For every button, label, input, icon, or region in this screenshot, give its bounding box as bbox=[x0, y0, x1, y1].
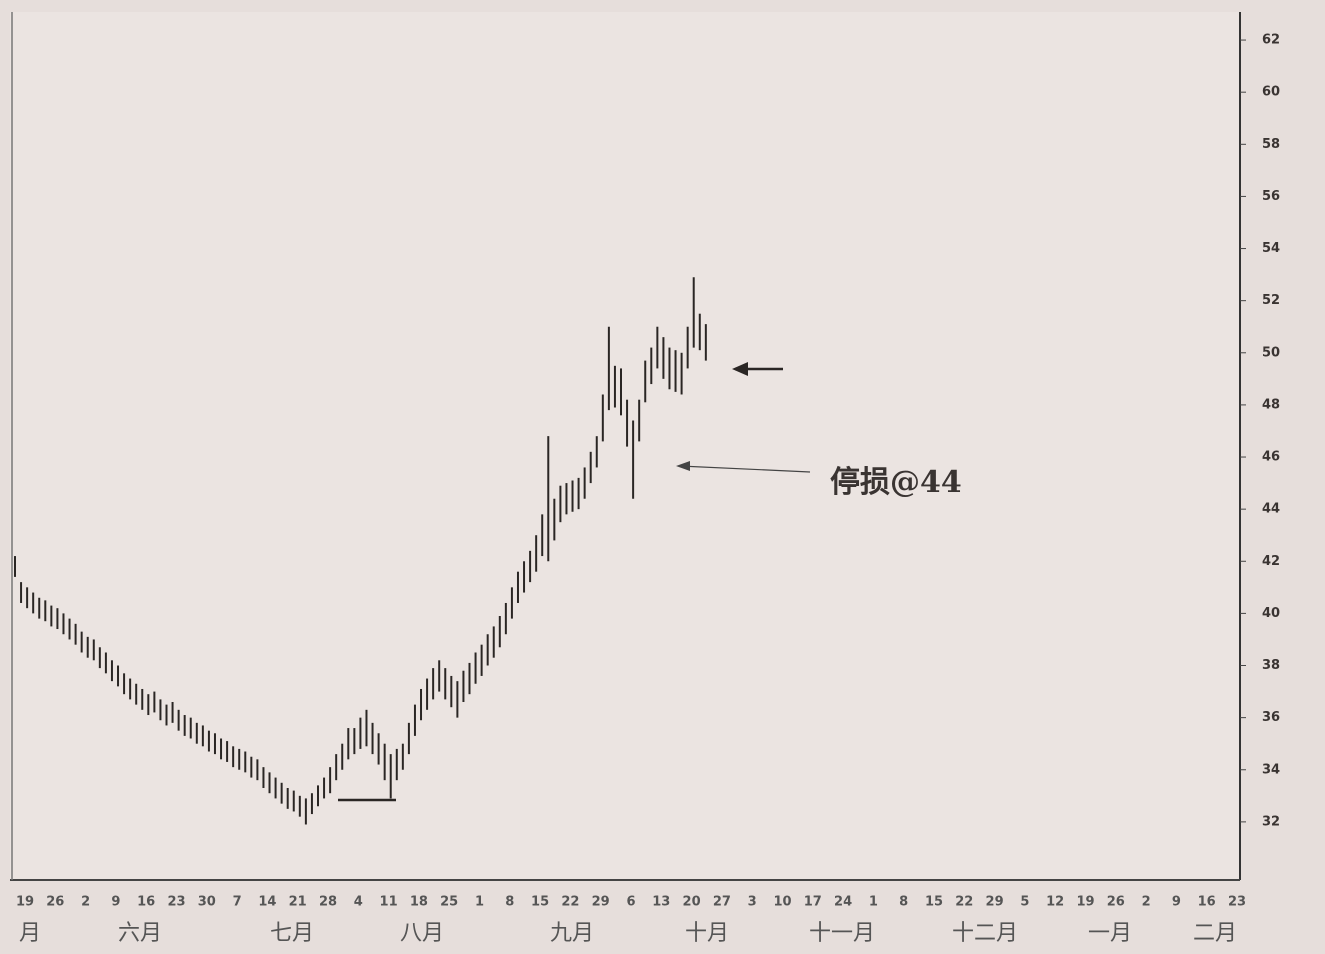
x-week-label: 10 bbox=[773, 895, 791, 910]
x-week-label: 4 bbox=[354, 895, 363, 910]
x-week-label: 15 bbox=[925, 895, 943, 910]
x-week-label: 29 bbox=[592, 895, 610, 910]
x-week-label: 13 bbox=[652, 895, 670, 910]
x-month-label: 六月 bbox=[118, 921, 162, 946]
x-week-label: 1 bbox=[869, 895, 878, 910]
x-week-label: 14 bbox=[258, 895, 276, 910]
x-week-label: 20 bbox=[683, 895, 701, 910]
y-tick-label: 34 bbox=[1262, 762, 1280, 777]
y-tick-label: 58 bbox=[1262, 137, 1280, 152]
x-week-label: 29 bbox=[986, 895, 1004, 910]
x-month-label: 月 bbox=[19, 921, 41, 946]
x-week-label: 23 bbox=[167, 895, 185, 910]
y-tick-label: 56 bbox=[1262, 189, 1280, 204]
arrow-stop bbox=[676, 461, 811, 473]
x-week-label: 23 bbox=[1228, 895, 1246, 910]
x-month-label: 十月 bbox=[685, 921, 729, 946]
x-week-label: 28 bbox=[319, 895, 337, 910]
annotation: 停损@44 bbox=[830, 465, 962, 500]
x-month-label: 二月 bbox=[1193, 921, 1237, 946]
x-week-label: 7 bbox=[233, 895, 242, 910]
x-week-label: 30 bbox=[198, 895, 216, 910]
arrow-high bbox=[732, 362, 783, 376]
x-month-label: 八月 bbox=[400, 921, 444, 946]
x-week-label: 26 bbox=[1107, 895, 1125, 910]
y-tick-label: 48 bbox=[1262, 397, 1280, 412]
y-tick-label: 40 bbox=[1262, 606, 1280, 621]
x-week-label: 6 bbox=[626, 895, 635, 910]
x-week-label: 18 bbox=[410, 895, 428, 910]
y-tick-label: 60 bbox=[1262, 85, 1280, 100]
x-week-label: 25 bbox=[440, 895, 458, 910]
y-tick-label: 32 bbox=[1262, 814, 1280, 829]
x-week-label: 27 bbox=[713, 895, 731, 910]
x-week-label: 1 bbox=[475, 895, 484, 910]
x-week-label: 15 bbox=[531, 895, 549, 910]
x-week-label: 9 bbox=[1172, 895, 1181, 910]
x-month-label: 一月 bbox=[1088, 921, 1132, 946]
y-tick-label: 38 bbox=[1262, 658, 1280, 673]
x-month-label: 七月 bbox=[270, 921, 314, 946]
y-tick-label: 52 bbox=[1262, 293, 1280, 308]
x-week-label: 12 bbox=[1046, 895, 1064, 910]
y-tick-label: 62 bbox=[1262, 33, 1280, 48]
x-month-label: 十二月 bbox=[952, 921, 1018, 946]
x-week-label: 2 bbox=[81, 895, 90, 910]
x-week-label: 21 bbox=[289, 895, 307, 910]
x-week-label: 2 bbox=[1142, 895, 1151, 910]
y-tick-label: 36 bbox=[1262, 710, 1280, 725]
x-week-label: 8 bbox=[505, 895, 514, 910]
x-week-label: 11 bbox=[380, 895, 398, 910]
x-week-label: 9 bbox=[111, 895, 120, 910]
x-week-label: 19 bbox=[16, 895, 34, 910]
y-tick-label: 50 bbox=[1262, 345, 1280, 360]
y-tick-label: 44 bbox=[1262, 502, 1280, 517]
x-week-label: 8 bbox=[899, 895, 908, 910]
x-week-label: 3 bbox=[748, 895, 757, 910]
x-week-label: 24 bbox=[834, 895, 852, 910]
y-tick-label: 54 bbox=[1262, 241, 1280, 256]
x-week-label: 22 bbox=[955, 895, 973, 910]
y-tick-label: 46 bbox=[1262, 450, 1280, 465]
x-week-label: 17 bbox=[804, 895, 822, 910]
x-week-label: 19 bbox=[1076, 895, 1094, 910]
x-week-label: 5 bbox=[1020, 895, 1029, 910]
y-tick-label: 42 bbox=[1262, 554, 1280, 569]
x-week-label: 16 bbox=[137, 895, 155, 910]
x-month-label: 十一月 bbox=[809, 921, 875, 946]
x-week-label: 26 bbox=[46, 895, 64, 910]
x-week-label: 22 bbox=[561, 895, 579, 910]
x-month-label: 九月 bbox=[550, 921, 594, 946]
plot-area bbox=[10, 12, 1240, 880]
x-week-label: 16 bbox=[1198, 895, 1216, 910]
